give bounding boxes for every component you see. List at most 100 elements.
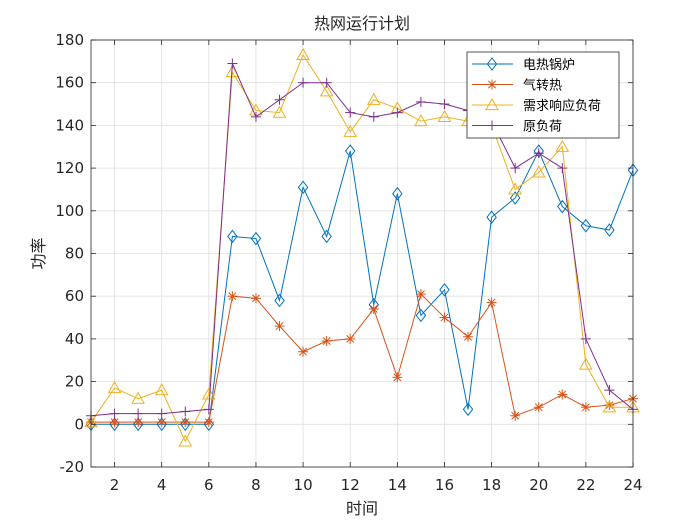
y-tick-label: 0	[74, 415, 84, 433]
data-point	[531, 165, 546, 178]
data-point	[343, 124, 358, 137]
data-point	[415, 289, 426, 300]
data-point	[580, 218, 592, 233]
asterisk-stroke	[440, 313, 449, 322]
y-tick-label: 120	[55, 159, 84, 177]
asterisk-stroke	[299, 347, 308, 356]
data-point	[274, 321, 285, 332]
asterisk-stroke	[487, 298, 496, 307]
data-point	[180, 417, 191, 428]
x-tick-label: 18	[482, 476, 501, 494]
data-point	[274, 94, 285, 105]
data-point	[107, 380, 122, 394]
asterisk-stroke	[558, 390, 567, 399]
asterisk-stroke	[157, 418, 166, 427]
data-point	[439, 282, 450, 297]
data-point	[439, 99, 450, 110]
asterisk-stroke	[511, 411, 520, 420]
series-line	[91, 149, 634, 425]
data-point	[510, 410, 521, 421]
data-point	[321, 229, 332, 244]
data-point	[297, 180, 309, 195]
data-point	[345, 107, 356, 118]
data-point	[604, 223, 615, 237]
data-point	[227, 58, 238, 69]
y-tick-label: 160	[55, 74, 84, 92]
data-point	[414, 114, 428, 127]
data-point	[580, 333, 591, 344]
data-point	[533, 402, 544, 413]
data-point	[366, 92, 381, 105]
data-point	[368, 304, 379, 315]
data-point	[133, 417, 144, 428]
x-tick-label: 6	[204, 476, 214, 494]
data-point	[296, 47, 310, 61]
legend-marker	[486, 57, 498, 71]
data-point	[463, 331, 474, 342]
data-point	[580, 402, 591, 413]
data-point	[203, 417, 214, 428]
data-point	[486, 297, 497, 308]
asterisk-stroke	[581, 403, 590, 412]
x-tick-label: 8	[251, 476, 261, 494]
series-line	[90, 53, 633, 443]
y-tick-label: 180	[55, 31, 84, 49]
data-point	[437, 109, 452, 122]
data-point	[131, 391, 145, 404]
data-point	[510, 163, 521, 174]
asterisk-stroke	[346, 334, 355, 343]
data-point	[321, 336, 332, 347]
data-point	[156, 408, 167, 419]
data-point	[227, 291, 238, 302]
data-point	[415, 96, 426, 107]
data-point	[439, 312, 450, 323]
legend-marker	[487, 79, 497, 90]
asterisk-stroke	[228, 292, 237, 301]
data-point	[415, 308, 427, 323]
data-point	[604, 385, 615, 396]
asterisk-stroke	[488, 80, 496, 89]
data-point	[178, 434, 193, 447]
data-point	[298, 77, 309, 88]
data-point	[392, 372, 403, 383]
data-point	[250, 231, 262, 246]
data-point	[509, 191, 521, 205]
asterisk-stroke	[275, 322, 284, 331]
asterisk-stroke	[252, 294, 260, 303]
x-tick-label: 4	[157, 476, 167, 494]
asterisk-stroke	[204, 418, 213, 427]
data-point	[392, 186, 403, 201]
data-point	[272, 105, 287, 118]
x-tick-label: 10	[294, 476, 313, 494]
x-tick-label: 16	[435, 476, 454, 494]
chart-title: 热网运行计划	[314, 14, 410, 33]
data-point	[368, 111, 379, 122]
data-point	[345, 333, 356, 344]
asterisk-stroke	[464, 332, 472, 341]
asterisk-stroke	[605, 401, 614, 410]
y-axis-title: 功率	[29, 237, 48, 269]
data-point	[344, 144, 356, 158]
x-tick-label: 22	[576, 476, 595, 494]
data-point	[555, 139, 570, 152]
y-tick-label: 80	[65, 245, 84, 263]
data-point	[557, 163, 568, 174]
x-tick-label: 20	[529, 476, 548, 494]
axis-ticks: 2 4 6 8 10 12 14 16 18 20 22 24-2002040608010012014…	[55, 31, 642, 494]
data-point	[274, 293, 285, 308]
data-point	[557, 199, 568, 214]
y-tick-label: 100	[55, 202, 84, 220]
legend-label: 原负荷	[523, 120, 562, 135]
x-axis-title: 时间	[346, 499, 378, 518]
data-point	[533, 148, 544, 159]
y-tick-label: 140	[55, 116, 84, 134]
y-tick-label: 40	[65, 330, 84, 348]
x-tick-label: 12	[341, 476, 360, 494]
data-point	[462, 402, 474, 417]
data-point	[321, 77, 332, 88]
data-point	[579, 357, 593, 370]
data-point	[602, 400, 617, 413]
data-point	[486, 210, 497, 225]
data-point	[508, 182, 523, 195]
